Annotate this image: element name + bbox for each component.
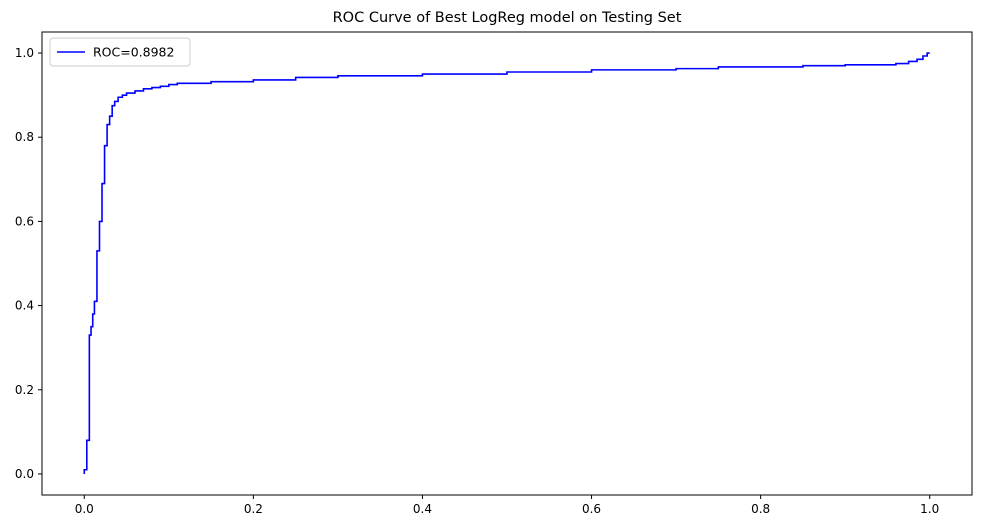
x-axis: 0.0 0.2 0.4 0.6 0.8 1.0 bbox=[75, 495, 939, 516]
y-tick-label: 0.4 bbox=[15, 299, 34, 313]
y-tick-label: 0.6 bbox=[15, 214, 34, 228]
x-tick-label: 0.2 bbox=[244, 502, 263, 516]
legend: ROC=0.8982 bbox=[49, 37, 191, 67]
y-tick-label: 0.0 bbox=[15, 467, 34, 481]
y-tick-label: 1.0 bbox=[15, 46, 34, 60]
x-tick-label: 1.0 bbox=[920, 502, 939, 516]
y-axis: 0.0 0.2 0.4 0.6 0.8 1.0 bbox=[15, 46, 42, 481]
x-tick-label: 0.6 bbox=[582, 502, 601, 516]
chart-title: ROC Curve of Best LogReg model on Testin… bbox=[333, 10, 682, 26]
series-layer bbox=[83, 52, 930, 474]
y-tick-label: 0.2 bbox=[15, 383, 34, 397]
x-tick-label: 0.0 bbox=[75, 502, 94, 516]
y-tick-label: 0.8 bbox=[15, 130, 34, 144]
x-tick-label: 0.8 bbox=[751, 502, 770, 516]
roc-series-line bbox=[83, 52, 930, 474]
axes-frame bbox=[41, 31, 973, 496]
legend-box bbox=[49, 37, 191, 67]
x-tick-label: 0.4 bbox=[413, 502, 432, 516]
legend-label: ROC=0.8982 bbox=[93, 45, 174, 60]
